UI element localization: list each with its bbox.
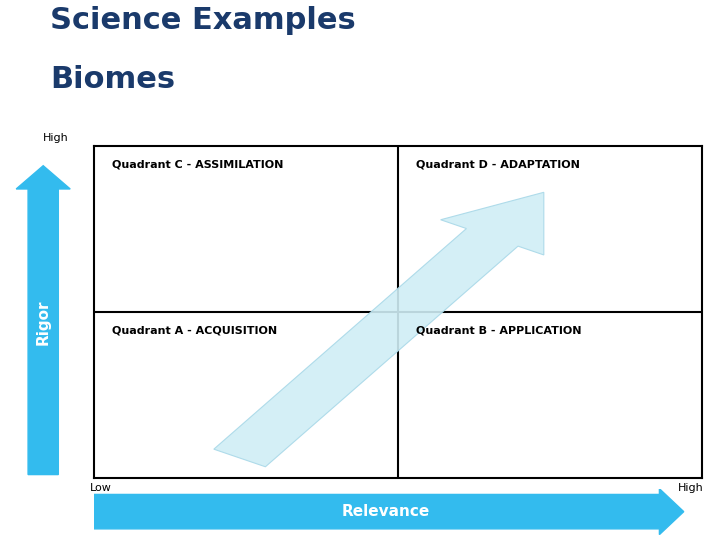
Text: Rigor: Rigor — [36, 299, 50, 345]
Text: Quadrant A - ACQUISITION: Quadrant A - ACQUISITION — [112, 325, 277, 335]
Polygon shape — [214, 192, 544, 467]
Text: High: High — [678, 483, 703, 494]
Text: Relevance: Relevance — [341, 504, 430, 519]
Text: Biomes: Biomes — [50, 65, 176, 94]
Text: Quadrant C - ASSIMILATION: Quadrant C - ASSIMILATION — [112, 159, 283, 169]
Text: High: High — [43, 133, 69, 143]
FancyArrow shape — [94, 489, 684, 535]
FancyArrow shape — [16, 166, 71, 475]
Text: Science Examples: Science Examples — [50, 6, 356, 36]
Text: Low: Low — [90, 483, 112, 494]
Text: Quadrant B - APPLICATION: Quadrant B - APPLICATION — [416, 325, 582, 335]
Text: Quadrant D - ADAPTATION: Quadrant D - ADAPTATION — [416, 159, 580, 169]
